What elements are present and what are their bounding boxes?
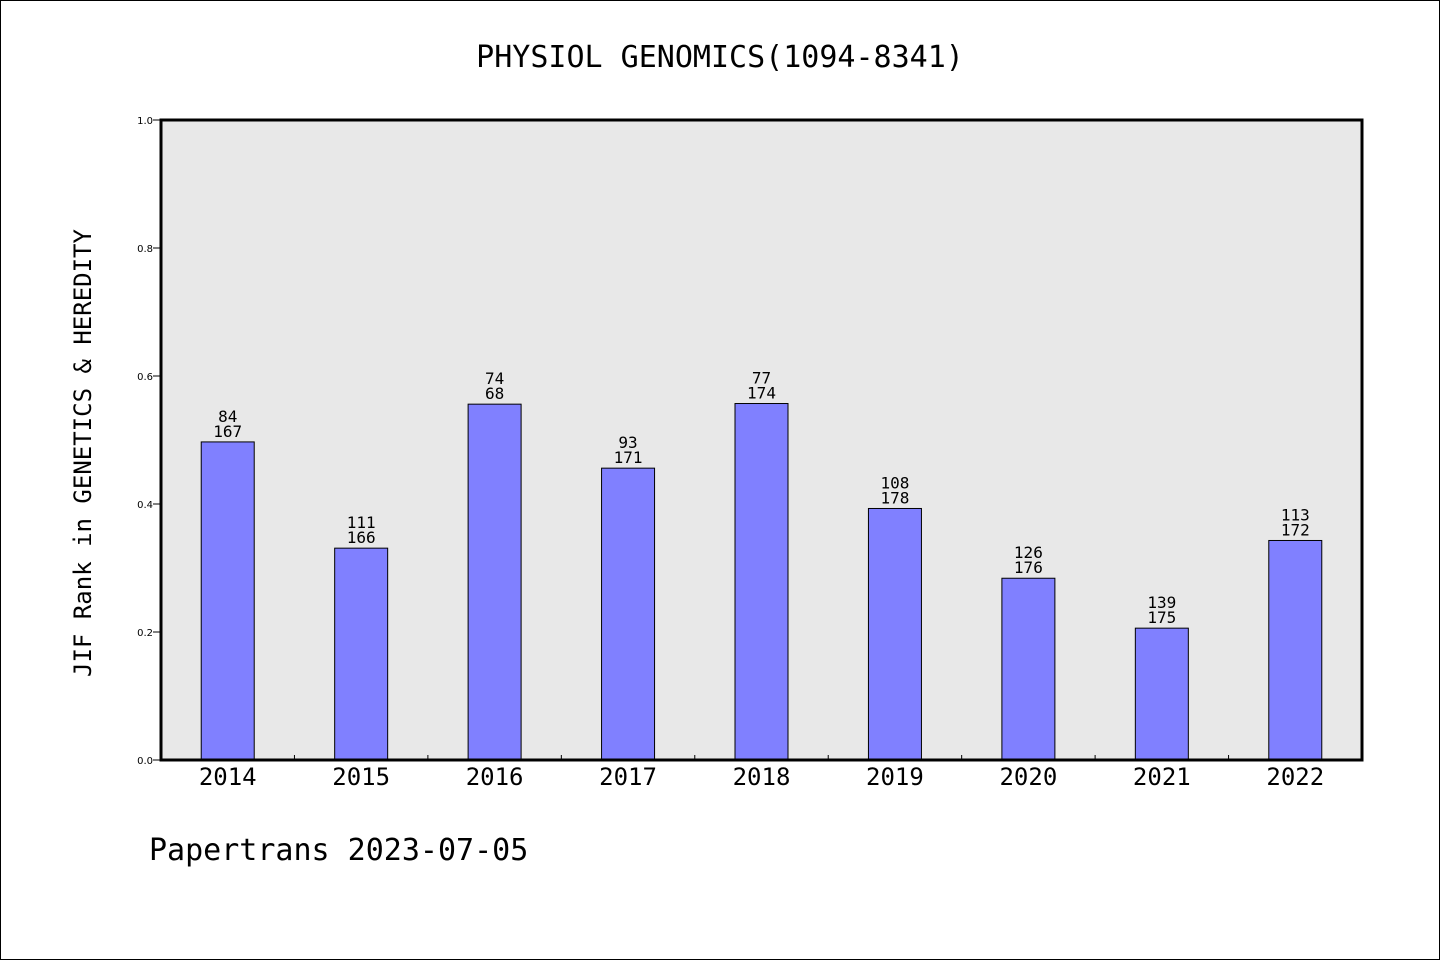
x-tick-label: 2021 (1133, 763, 1191, 791)
y-tick-label: 0.4 (137, 500, 153, 511)
bar-rank-label: 108 (880, 473, 909, 492)
y-tick-label: 0.6 (137, 372, 153, 383)
bar-total-label: 171 (614, 448, 643, 467)
bar-total-label: 175 (1147, 608, 1176, 627)
bar-2014 (200, 441, 255, 761)
bar-rank-label: 93 (618, 433, 637, 452)
bar-total-label: 178 (880, 488, 909, 507)
bar-rank-label: 84 (218, 407, 237, 426)
x-tick-label: 2014 (199, 763, 257, 791)
y-axis-label: JIF Rank in GENETICS & HEREDITY (69, 228, 97, 676)
x-tick-label: 2016 (466, 763, 524, 791)
bar-2021 (1134, 627, 1189, 761)
bar-rank-label: 77 (752, 369, 771, 388)
plot-border (159, 118, 1364, 762)
bar-total-label: 172 (1281, 520, 1310, 539)
bar-2020 (1001, 577, 1056, 761)
bar-2017 (601, 467, 656, 761)
y-tick-label: 0.8 (137, 244, 153, 255)
x-tick-label: 2015 (332, 763, 390, 791)
x-tick-label: 2018 (733, 763, 791, 791)
chart-title: PHYSIOL GENOMICS(1094-8341) (476, 40, 964, 75)
bar-rank-label: 139 (1147, 593, 1176, 612)
bar-series (200, 403, 1323, 761)
bar-2016 (467, 403, 522, 761)
bar-total-label: 166 (347, 528, 376, 547)
bar-total-label: 167 (213, 422, 242, 441)
bar-2019 (867, 507, 922, 761)
x-axis-ticks: 2014 2015 2016 2017 2018 2019 2020 2021 2022 (199, 755, 1324, 791)
bar-2015 (334, 547, 389, 761)
bar-2018 (734, 403, 789, 761)
x-tick-label: 2022 (1266, 763, 1324, 791)
watermark-text: Papertrans 2023-07-05 (149, 833, 529, 868)
y-tick-label: 1.0 (137, 116, 153, 127)
bar-rank-label: 74 (485, 369, 504, 388)
bar-2022 (1268, 539, 1323, 761)
bar-total-label: 174 (747, 384, 776, 403)
x-tick-label: 2017 (599, 763, 657, 791)
bar-rank-label: 126 (1014, 543, 1043, 562)
y-tick-label: 0.2 (137, 628, 153, 639)
x-tick-label: 2019 (866, 763, 924, 791)
y-tick-label: 0.0 (137, 756, 153, 767)
bar-rank-label: 111 (347, 513, 376, 532)
bar-total-label: 68 (485, 384, 504, 403)
y-axis-ticks: 0.0 0.2 0.4 0.6 0.8 1.0 (137, 116, 161, 767)
bar-total-label: 176 (1014, 558, 1043, 577)
x-tick-label: 2020 (999, 763, 1057, 791)
bar-rank-label: 113 (1281, 505, 1310, 524)
